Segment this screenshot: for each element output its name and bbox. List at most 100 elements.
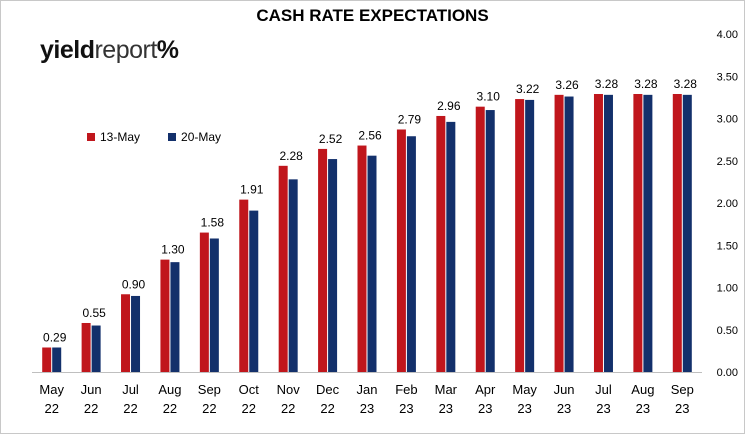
legend-item-series-2: 20-May — [168, 130, 221, 144]
y-tick-label: 1.00 — [717, 283, 738, 295]
data-label: 1.58 — [201, 216, 225, 230]
bar-series-2 — [446, 121, 456, 372]
chart-title: CASH RATE EXPECTATIONS — [256, 6, 489, 25]
x-tick-label-year: 22 — [281, 401, 295, 416]
x-tick-label-year: 22 — [44, 401, 58, 416]
bar-series-2 — [525, 99, 535, 372]
legend-label-series-1: 13-May — [100, 130, 141, 144]
x-tick-label-year: 23 — [517, 401, 531, 416]
legend-label-series-2: 20-May — [181, 130, 222, 144]
bar-series-2 — [564, 96, 574, 372]
bar-series-2 — [328, 159, 338, 372]
data-label: 1.30 — [161, 243, 185, 257]
data-label: 1.91 — [240, 183, 264, 197]
y-tick-label: 4.00 — [717, 29, 738, 41]
x-tick-label-month: Oct — [239, 382, 260, 397]
y-tick-label: 2.50 — [717, 156, 738, 168]
x-tick-label-month: Apr — [475, 382, 496, 397]
x-tick-label-month: Aug — [631, 382, 654, 397]
data-label: 2.52 — [319, 132, 343, 146]
x-tick-label-year: 23 — [596, 401, 610, 416]
data-label: 0.90 — [122, 277, 146, 291]
x-tick-label-month: Jan — [357, 382, 378, 397]
x-tick-label-month: Jun — [554, 382, 575, 397]
x-tick-label-month: Nov — [277, 382, 301, 397]
x-tick-label-month: Mar — [435, 382, 458, 397]
data-label: 0.55 — [82, 306, 106, 320]
data-label: 3.26 — [555, 78, 579, 92]
yieldreport-logo: yieldreport% — [40, 36, 179, 65]
logo-percent-symbol: % — [156, 36, 179, 64]
data-label: 3.10 — [477, 90, 501, 104]
bar-series-1 — [396, 129, 406, 372]
bar-series-1 — [475, 106, 485, 373]
x-tick-label-year: 23 — [478, 401, 492, 416]
legend-swatch-series-1 — [87, 133, 95, 141]
bar-series-1 — [42, 347, 52, 372]
bar-series-2 — [209, 238, 219, 372]
y-tick-label: 3.50 — [717, 71, 738, 83]
x-tick-label-year: 22 — [320, 401, 334, 416]
bar-series-2 — [131, 295, 141, 372]
x-tick-label-month: Feb — [395, 382, 417, 397]
x-tick-label-year: 23 — [557, 401, 571, 416]
data-label: 3.28 — [674, 77, 698, 91]
data-label: 3.22 — [516, 82, 540, 96]
x-tick-label-year: 22 — [123, 401, 137, 416]
bar-series-1 — [633, 93, 643, 373]
x-tick-label-month: Jun — [81, 382, 102, 397]
bar-series-2 — [682, 94, 692, 372]
data-label: 3.28 — [634, 77, 658, 91]
bar-series-1 — [357, 145, 367, 372]
bar-series-2 — [603, 94, 613, 372]
x-tick-label-month: Sep — [671, 382, 694, 397]
bar-series-1 — [160, 259, 170, 372]
data-label: 2.96 — [437, 99, 461, 113]
bar-series-2 — [52, 347, 62, 372]
x-tick-label-year: 22 — [242, 401, 256, 416]
y-tick-label: 2.00 — [717, 198, 738, 210]
data-label: 3.28 — [595, 77, 619, 91]
data-label: 2.56 — [358, 129, 382, 143]
bar-series-1 — [239, 199, 249, 372]
x-tick-label-year: 23 — [439, 401, 453, 416]
legend-item-series-1: 13-May — [87, 130, 140, 144]
x-tick-label-year: 23 — [399, 401, 413, 416]
data-label: 2.28 — [279, 149, 303, 163]
bar-series-1 — [318, 148, 328, 372]
bar-series-1 — [278, 165, 288, 372]
bar-series-1 — [672, 93, 682, 373]
bar-series-2 — [288, 179, 298, 372]
x-tick-label-month: Sep — [198, 382, 221, 397]
x-tick-label-year: 22 — [163, 401, 177, 416]
bar-series-1 — [81, 322, 91, 372]
logo-text-light: report — [94, 36, 157, 64]
y-tick-label: 1.50 — [717, 240, 738, 252]
x-tick-label-year: 23 — [675, 401, 689, 416]
x-tick-label-month: May — [39, 382, 64, 397]
bar-series-1 — [121, 294, 131, 372]
bar-series-2 — [643, 94, 653, 372]
x-tick-label-month: Jul — [122, 382, 139, 397]
bar-series-2 — [249, 210, 259, 372]
x-tick-label-year: 22 — [202, 401, 216, 416]
y-tick-label: 3.00 — [717, 114, 738, 126]
bar-series-1 — [436, 115, 446, 372]
data-label: 2.79 — [398, 112, 422, 126]
bar-series-1 — [593, 93, 603, 373]
legend-swatch-series-2 — [168, 133, 177, 141]
x-tick-label-year: 23 — [636, 401, 650, 416]
bar-series-1 — [515, 99, 525, 372]
bar-series-1 — [199, 232, 209, 372]
chart-legend: 13-May 20-May — [87, 130, 221, 144]
bar-series-2 — [367, 155, 377, 372]
bar-series-1 — [554, 94, 564, 372]
x-tick-label-month: Dec — [316, 382, 340, 397]
y-tick-label: 0.00 — [717, 367, 738, 379]
bar-series-2 — [170, 262, 180, 372]
logo-text-bold: yield — [40, 36, 95, 64]
x-tick-label-month: Aug — [158, 382, 181, 397]
data-label: 0.29 — [43, 330, 67, 344]
y-tick-label: 0.50 — [717, 325, 738, 337]
